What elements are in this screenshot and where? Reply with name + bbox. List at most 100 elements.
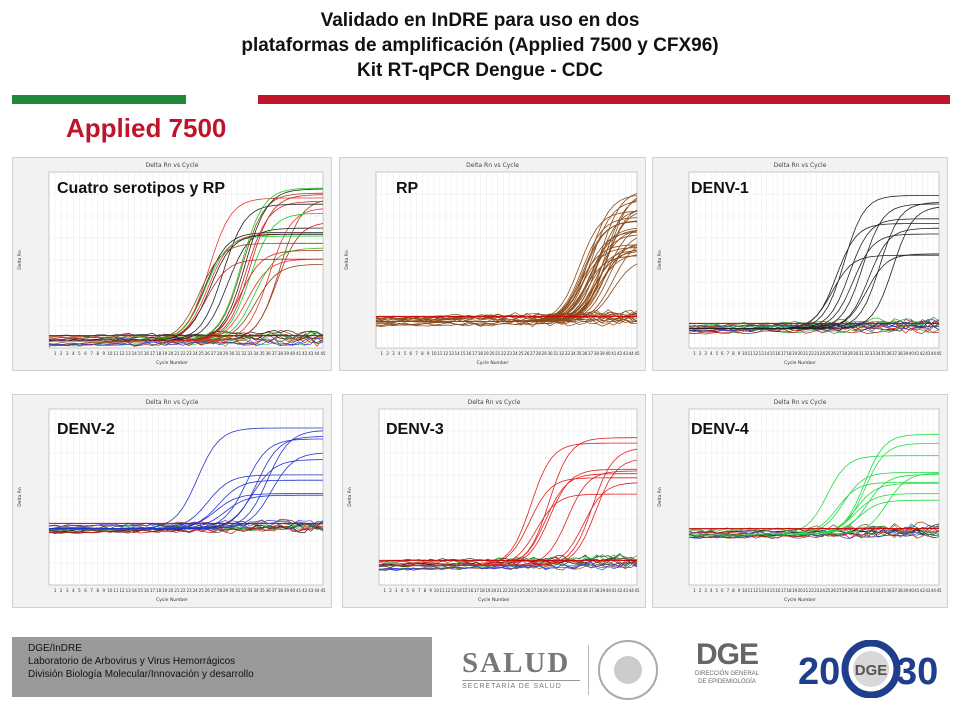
svg-text:26: 26 [526,588,532,593]
svg-text:25: 25 [518,351,524,356]
svg-text:45: 45 [320,588,326,593]
baseline-curve [378,562,638,571]
svg-text:17: 17 [781,588,787,593]
panel-label: DENV-2 [57,421,115,438]
svg-text:43: 43 [308,588,314,593]
svg-text:9: 9 [427,351,430,356]
svg-text:12: 12 [443,351,449,356]
svg-text:7: 7 [727,588,730,593]
svg-text:40: 40 [290,351,296,356]
svg-text:40: 40 [290,588,296,593]
y-axis-label: Delta Rn [17,250,23,270]
svg-text:31: 31 [859,351,865,356]
baseline-curve [48,523,324,532]
svg-text:2: 2 [389,588,392,593]
svg-text:29: 29 [223,588,229,593]
svg-text:45: 45 [936,351,942,356]
svg-text:36: 36 [266,351,272,356]
svg-text:11: 11 [113,588,119,593]
svg-text:29: 29 [543,588,549,593]
svg-text:38: 38 [594,588,600,593]
svg-text:21: 21 [174,351,180,356]
svg-text:2: 2 [60,588,63,593]
svg-text:23: 23 [186,351,192,356]
panel-cuatro-serotipos: Delta Rn vs Cycle 1 2 3 4 5 6 7 8 9 10 11 12 13 14 15 16… [12,157,332,371]
svg-text:12: 12 [120,588,126,593]
svg-text:33: 33 [565,351,571,356]
svg-text:23: 23 [186,588,192,593]
svg-text:30: 30 [853,588,859,593]
svg-text:40: 40 [605,351,611,356]
panel-label: DENV-1 [691,180,749,197]
svg-text:14: 14 [455,351,461,356]
svg-text:15: 15 [138,588,144,593]
x-axis-label: Cycle Number [784,360,816,366]
svg-text:2: 2 [386,351,389,356]
svg-text:20: 20 [168,351,174,356]
svg-text:43: 43 [308,351,314,356]
amplification-curve [49,194,324,342]
svg-text:10: 10 [434,588,440,593]
svg-text:3: 3 [395,588,398,593]
baseline-curve [688,327,940,335]
plot-title: Delta Rn vs Cycle [466,162,519,169]
svg-text:15: 15 [460,351,466,356]
svg-text:1: 1 [54,351,57,356]
svg-text:7: 7 [90,351,93,356]
svg-text:20: 20 [798,351,804,356]
title-line-2: plataformas de amplificación (Applied 75… [241,35,719,56]
svg-text:40: 40 [909,588,915,593]
svg-text:39: 39 [600,351,606,356]
svg-text:32: 32 [241,588,247,593]
sinave-year-right: 30 [896,651,938,693]
svg-text:42: 42 [617,588,623,593]
x-axis-label: Cycle Number [478,597,510,603]
svg-text:42: 42 [920,588,926,593]
svg-text:44: 44 [931,588,937,593]
svg-text:22: 22 [180,588,186,593]
svg-text:29: 29 [848,588,854,593]
svg-text:41: 41 [914,351,920,356]
svg-text:19: 19 [792,351,798,356]
svg-text:45: 45 [320,351,326,356]
x-axis-label: Cycle Number [477,360,509,366]
svg-text:3: 3 [704,351,707,356]
svg-text:21: 21 [497,588,503,593]
baseline-curve [688,327,940,335]
svg-text:24: 24 [193,351,199,356]
svg-text:21: 21 [803,351,809,356]
svg-text:9: 9 [103,588,106,593]
svg-text:12: 12 [753,588,759,593]
svg-text:8: 8 [732,351,735,356]
svg-text:3: 3 [704,588,707,593]
svg-text:25: 25 [199,588,205,593]
svg-text:8: 8 [424,588,427,593]
svg-text:36: 36 [582,351,588,356]
svg-text:14: 14 [132,588,138,593]
baseline-curve [688,321,940,329]
svg-text:34: 34 [875,588,881,593]
svg-text:31: 31 [553,351,559,356]
svg-text:31: 31 [235,588,241,593]
svg-text:8: 8 [96,588,99,593]
svg-text:37: 37 [588,351,594,356]
svg-text:16: 16 [775,351,781,356]
svg-text:23: 23 [507,351,513,356]
mexico-seal-icon [598,640,658,700]
svg-text:5: 5 [78,588,81,593]
svg-text:10: 10 [431,351,437,356]
plot-title: Delta Rn vs Cycle [774,399,827,406]
panel-label: Cuatro serotipos y RP [57,180,226,197]
svg-text:41: 41 [296,351,302,356]
svg-text:24: 24 [820,588,826,593]
svg-text:29: 29 [848,351,854,356]
svg-text:30: 30 [547,351,553,356]
svg-text:18: 18 [786,351,792,356]
svg-text:23: 23 [814,351,820,356]
svg-text:22: 22 [809,588,815,593]
svg-text:13: 13 [126,588,132,593]
svg-text:30: 30 [548,588,554,593]
svg-text:37: 37 [892,588,898,593]
svg-text:38: 38 [278,351,284,356]
